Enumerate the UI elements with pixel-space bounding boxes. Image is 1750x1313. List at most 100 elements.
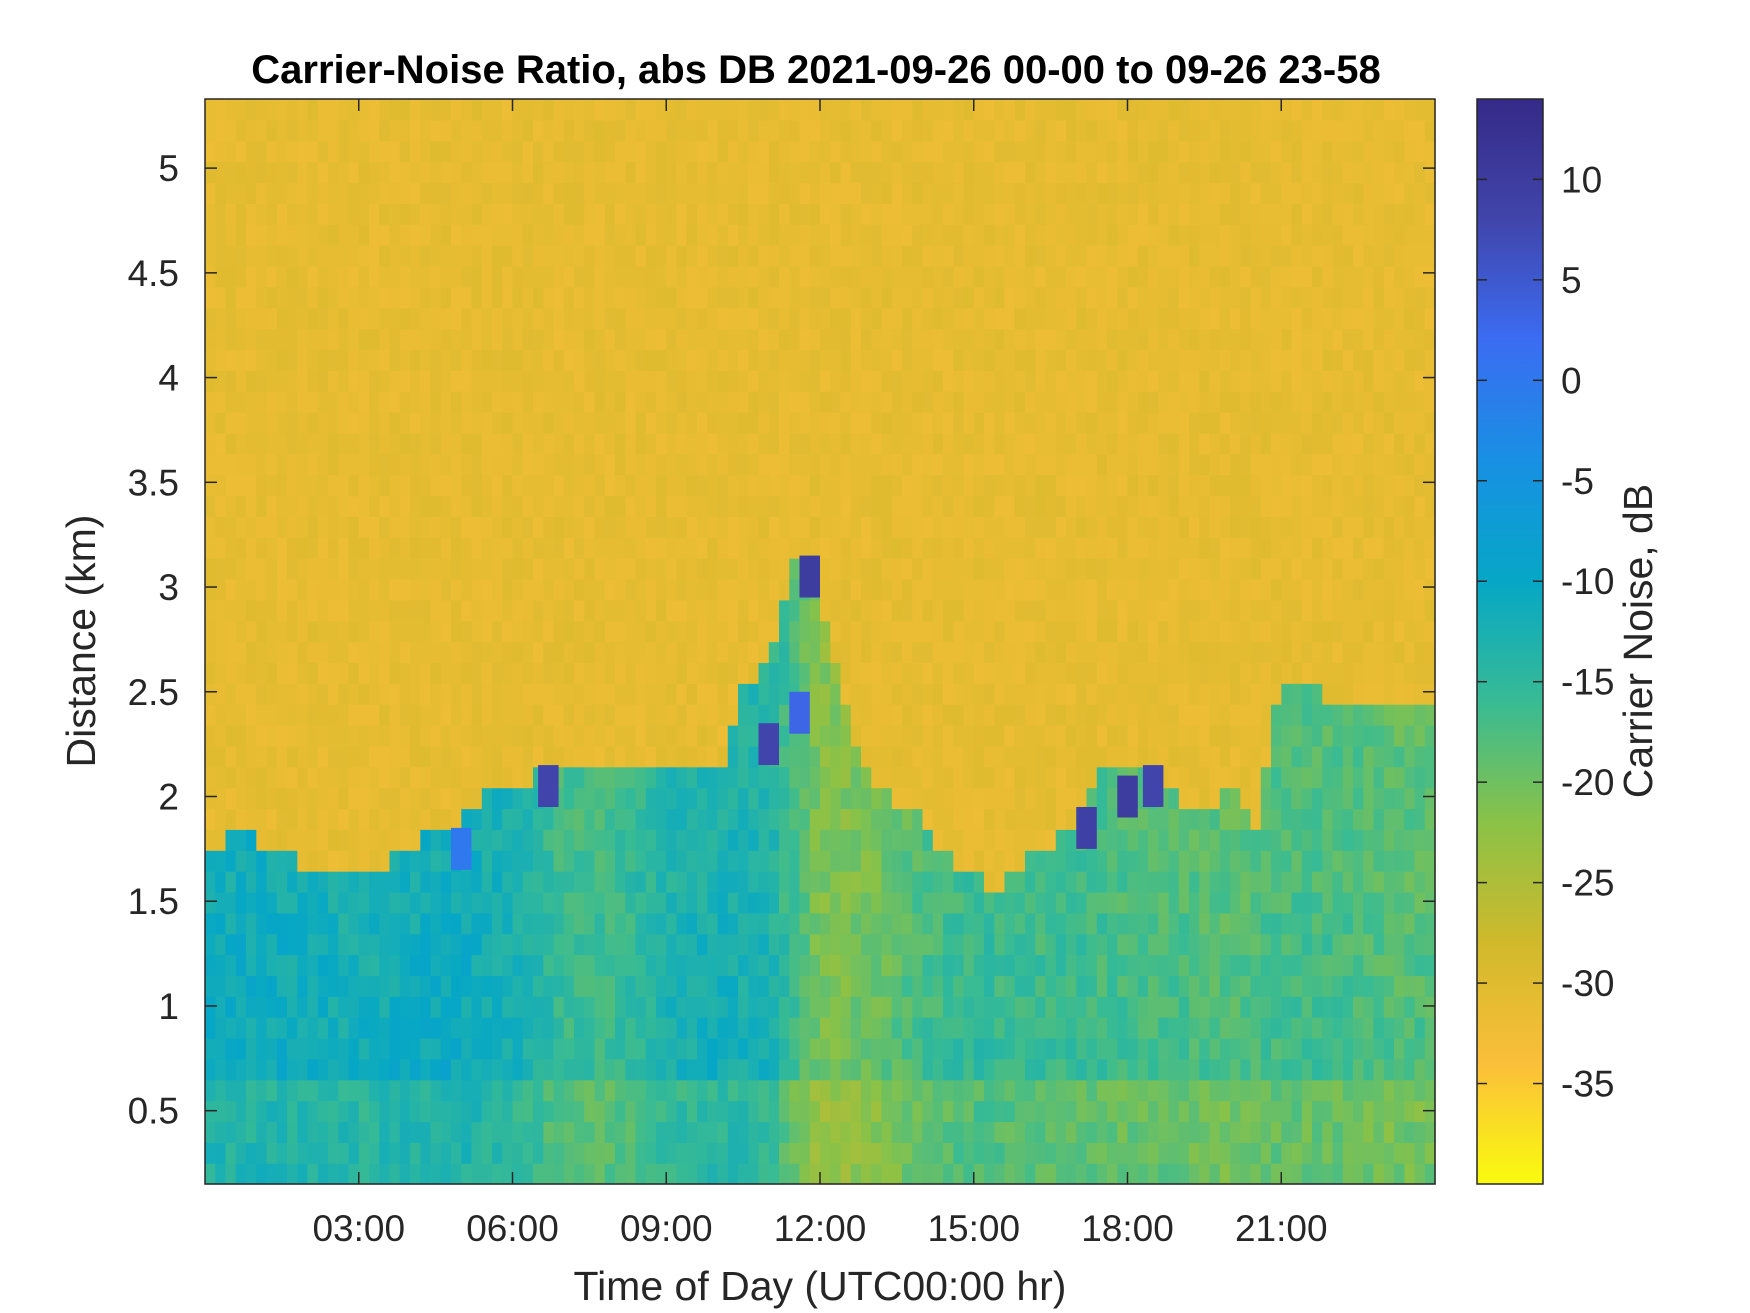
heatmap-cell — [358, 912, 370, 935]
heatmap-cell — [1066, 474, 1077, 497]
heatmap-cell — [881, 954, 893, 976]
heatmap-cell — [1096, 307, 1108, 330]
heatmap-cell — [420, 745, 432, 768]
heatmap-cell — [1066, 370, 1077, 392]
heatmap-cell — [1117, 328, 1129, 350]
heatmap-cell — [922, 1037, 934, 1060]
heatmap-cell — [389, 662, 401, 684]
heatmap-cell — [717, 912, 729, 935]
heatmap-cell — [389, 245, 401, 267]
heatmap-cell — [358, 119, 370, 142]
heatmap-cell — [307, 620, 319, 643]
heatmap-cell — [697, 119, 708, 142]
heatmap-cell — [963, 370, 975, 392]
heatmap-cell — [871, 808, 883, 830]
heatmap-cell — [830, 829, 842, 851]
heatmap-cell — [768, 829, 780, 851]
heatmap-cell — [215, 871, 227, 893]
heatmap-cell — [1158, 453, 1170, 476]
heatmap-cell — [266, 224, 278, 246]
heatmap-cell — [317, 161, 329, 184]
heatmap-cell — [215, 578, 227, 601]
heatmap-cell — [604, 620, 616, 643]
heatmap-cell — [604, 119, 616, 142]
heatmap-cell — [430, 683, 442, 705]
heatmap-cell — [1168, 620, 1180, 643]
heatmap-cell — [1066, 766, 1077, 789]
heatmap-cell — [830, 808, 842, 830]
heatmap-cell — [235, 495, 247, 517]
heatmap-cell — [256, 349, 268, 371]
heatmap-cell — [574, 370, 585, 392]
heatmap-cell — [1096, 495, 1108, 517]
heatmap-cell — [246, 1121, 257, 1143]
heatmap-cell — [666, 912, 678, 935]
heatmap-cell — [994, 704, 1006, 726]
heatmap-cell — [830, 954, 842, 976]
heatmap-cell — [625, 725, 637, 747]
heatmap-cell — [440, 933, 452, 956]
heatmap-cell — [727, 850, 739, 872]
heatmap-cell — [963, 1079, 975, 1102]
heatmap-cell — [451, 1017, 462, 1039]
heatmap-cell — [645, 745, 657, 768]
heatmap-cell — [615, 1163, 626, 1185]
heatmap-cell — [574, 286, 585, 309]
heatmap-cell — [1035, 933, 1047, 956]
heatmap-cell — [338, 265, 350, 288]
heatmap-cell — [891, 578, 903, 601]
heatmap-cell — [830, 265, 842, 288]
heatmap-cell — [1066, 391, 1077, 413]
heatmap-cell — [789, 119, 801, 142]
heatmap-cell — [369, 829, 380, 851]
heatmap-cell — [1014, 850, 1026, 872]
heatmap-cell — [338, 766, 350, 789]
heatmap-cell — [656, 1079, 667, 1102]
heatmap-cell — [861, 787, 872, 810]
heatmap-cell — [881, 808, 893, 830]
heatmap-cell — [994, 1142, 1006, 1164]
heatmap-cell — [994, 1058, 1006, 1081]
heatmap-cell — [1096, 537, 1108, 559]
heatmap-cell — [871, 829, 883, 851]
heatmap-cell — [440, 808, 452, 830]
heatmap-cell — [1025, 641, 1036, 663]
heatmap-cell — [902, 766, 913, 789]
heatmap-cell — [707, 1037, 719, 1060]
heatmap-cell — [1096, 140, 1108, 163]
heatmap-cell — [328, 954, 339, 976]
heatmap-cell — [543, 829, 555, 851]
heatmap-cell — [799, 516, 811, 538]
heatmap-cell — [604, 641, 616, 663]
heatmap-cell — [1096, 245, 1108, 267]
heatmap-cell — [943, 704, 954, 726]
heatmap-cell — [1107, 140, 1118, 163]
heatmap-cell — [1178, 161, 1190, 184]
heatmap-cell — [574, 349, 585, 371]
heatmap-cell — [615, 933, 626, 956]
heatmap-cell — [748, 1100, 760, 1122]
heatmap-cell — [276, 265, 288, 288]
heatmap-cell — [973, 683, 985, 705]
heatmap-cell — [461, 265, 473, 288]
heatmap-cell — [317, 182, 329, 204]
heatmap-cell — [881, 641, 893, 663]
heatmap-cell — [799, 787, 811, 810]
heatmap-cell — [369, 704, 380, 726]
heatmap-cell — [420, 558, 432, 580]
heatmap-cell — [1168, 537, 1180, 559]
heatmap-cell — [820, 1100, 831, 1122]
heatmap-cell — [451, 182, 462, 204]
heatmap-cell — [1127, 349, 1139, 371]
heatmap-cell — [1004, 599, 1016, 622]
heatmap-cell — [686, 453, 698, 476]
heatmap-cell — [543, 245, 555, 267]
heatmap-cell — [850, 871, 862, 893]
heatmap-cell — [963, 1142, 975, 1164]
heatmap-cell — [574, 641, 585, 663]
heatmap-cell — [574, 1100, 585, 1122]
heatmap-cell — [348, 829, 360, 851]
heatmap-cell — [256, 391, 268, 413]
heatmap-cell — [932, 725, 944, 747]
heatmap-cell — [1117, 412, 1129, 434]
